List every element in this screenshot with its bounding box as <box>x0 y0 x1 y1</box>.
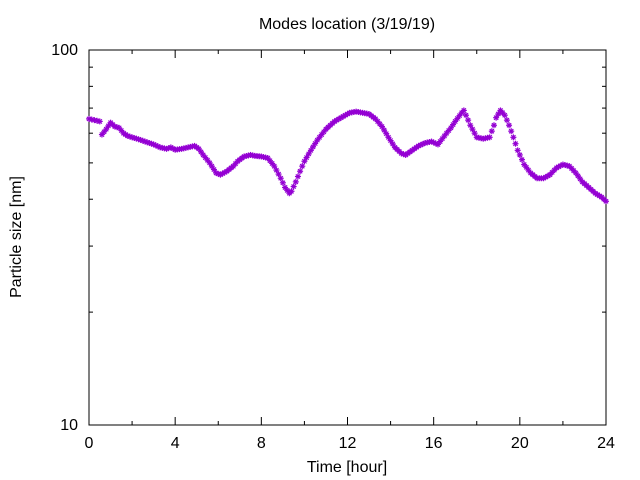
x-tick-label: 24 <box>597 435 615 452</box>
x-tick-label: 16 <box>425 435 443 452</box>
data-point <box>512 140 519 147</box>
data-point <box>206 159 213 166</box>
data-point <box>297 168 304 175</box>
x-tick-label: 12 <box>339 435 357 452</box>
data-point <box>540 175 547 182</box>
plot-frame <box>88 49 607 426</box>
x-tick-label: 8 <box>257 435 266 452</box>
data-point <box>299 163 306 170</box>
data-points <box>86 107 609 205</box>
data-point <box>383 130 390 137</box>
data-point <box>503 117 510 124</box>
data-point <box>305 150 312 157</box>
data-point <box>603 198 609 205</box>
data-point <box>462 112 469 119</box>
data-point <box>275 171 282 178</box>
data-point <box>198 148 205 155</box>
x-tick-label: 20 <box>511 435 529 452</box>
data-point <box>387 137 394 144</box>
data-point <box>516 151 523 158</box>
data-point <box>510 134 517 141</box>
data-point <box>307 147 314 154</box>
y-axis-label: Particle size [nm] <box>8 176 25 298</box>
data-point <box>385 134 392 141</box>
data-point <box>518 156 525 163</box>
data-point <box>460 107 467 114</box>
data-point <box>490 122 497 129</box>
data-point <box>277 175 284 182</box>
data-point <box>447 124 454 131</box>
data-point <box>508 128 515 135</box>
x-axis-label: Time [hour] <box>307 459 387 476</box>
data-point <box>195 145 202 152</box>
data-point <box>301 158 308 165</box>
y-tick-label: 100 <box>51 42 78 59</box>
data-point <box>577 175 584 182</box>
data-point <box>486 134 493 141</box>
x-tick-label: 4 <box>171 435 180 452</box>
data-point <box>501 112 508 119</box>
data-point <box>279 179 286 186</box>
axis-ticks: 0 4 8 12 16 20 24 10 100 <box>51 42 615 452</box>
data-point <box>294 173 301 180</box>
data-point <box>465 117 472 124</box>
y-tick-label: 10 <box>60 417 78 434</box>
data-point <box>514 147 521 154</box>
data-point <box>488 128 495 135</box>
data-point <box>288 188 295 195</box>
data-point <box>103 126 110 133</box>
data-point <box>471 130 478 137</box>
data-point <box>96 118 103 125</box>
chart-title: Modes location (3/19/19) <box>259 16 435 33</box>
data-point <box>292 178 299 185</box>
data-point <box>506 122 513 129</box>
data-point <box>208 163 215 170</box>
data-point <box>450 121 457 128</box>
data-point <box>290 183 297 190</box>
data-point <box>493 114 500 121</box>
x-tick-label: 0 <box>85 435 94 452</box>
